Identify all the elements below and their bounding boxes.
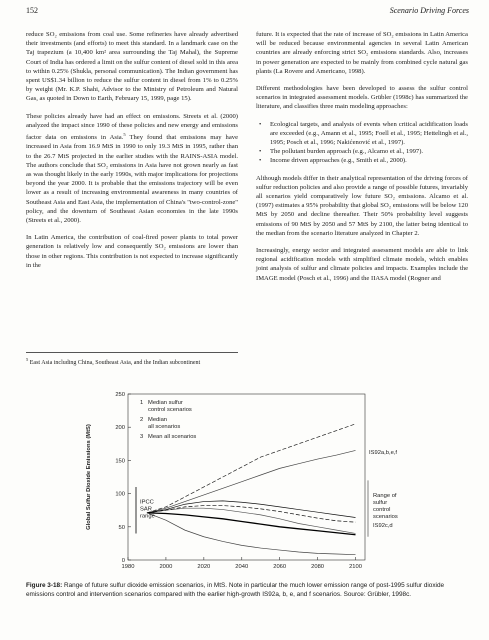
annotation: control	[373, 507, 390, 513]
paragraph: Increasingly, energy sector and integrat…	[256, 247, 468, 282]
footnote-text: East Asia including China, Southeast Asi…	[29, 360, 201, 366]
y-tick-label: 100	[115, 492, 125, 498]
paragraph: reduce SO₂ emissions from coal use. Some…	[26, 31, 238, 103]
series-line	[146, 505, 356, 523]
y-tick-label: 150	[115, 458, 125, 464]
paragraph: Although models differ in their analytic…	[256, 174, 468, 237]
annotation: IS92a,b,e,f	[369, 450, 397, 456]
footnote-marker: 5	[26, 357, 29, 362]
caption-text: Range of future sulfur dioxide emission …	[26, 582, 445, 598]
running-title: Scenario Driving Forces	[389, 6, 469, 15]
page-number: 152	[26, 6, 38, 15]
legend-text: Median	[148, 417, 167, 423]
annotation: SAR	[140, 507, 152, 513]
paragraph: These policies already have had an effec…	[26, 112, 238, 226]
figure-chart: 0 50 100 150 200 250 1980 2000 2020 2040 2060 2080 2…	[86, 392, 398, 570]
annotation: IS92c,d	[373, 523, 393, 529]
y-tick-label: 50	[119, 525, 125, 531]
annotation: scenarios	[373, 514, 398, 520]
plot-frame	[127, 393, 366, 561]
annotation: sulfur	[373, 500, 387, 506]
bullet: Ecological targets, and analysis of even…	[259, 120, 468, 148]
x-tick-label: 1980	[122, 564, 135, 570]
x-tick-label: 2040	[235, 564, 248, 570]
x-tick-label: 2000	[159, 564, 172, 570]
annotation: range	[140, 514, 155, 520]
legend-text: Median sulfur	[148, 400, 183, 406]
legend-text: all scenarios	[148, 424, 180, 430]
paragraph: Different methodologies have been develo…	[256, 85, 468, 111]
x-tick-label: 2100	[349, 564, 362, 570]
bullet-list: Ecological targets, and analysis of even…	[256, 120, 468, 166]
text: These policies already have had an effec…	[26, 112, 238, 142]
paragraph: future. It is expected that the rate of …	[256, 31, 468, 75]
annotation: Range of	[373, 493, 397, 499]
legend-number: 2	[140, 417, 143, 423]
series-line	[146, 507, 356, 534]
legend-text: control scenarios	[148, 407, 192, 413]
right-column: future. It is expected that the rate of …	[256, 30, 468, 291]
series-line	[146, 500, 356, 518]
paragraph: In Latin America, the contribution of co…	[26, 234, 238, 269]
legend-text: Mean all scenarios	[148, 434, 196, 440]
bullet: Income driven approaches (e.g., Smith et…	[259, 156, 468, 165]
footnote-ref: 5	[123, 132, 126, 138]
series-line	[146, 512, 356, 536]
annotation: IPCC	[140, 500, 154, 506]
text: They found that emissions may have incre…	[26, 134, 238, 225]
x-tick-label: 2080	[311, 564, 324, 570]
y-tick-label: 250	[115, 392, 125, 398]
y-tick-label: 0	[122, 558, 125, 564]
legend-number: 3	[140, 434, 143, 440]
footnote: 5 East Asia including China, Southeast A…	[26, 352, 238, 367]
bullet: The pollutant burden approach (e.g., Alc…	[259, 147, 468, 156]
legend-number: 1	[140, 400, 143, 406]
y-axis-label: Global Sulfur Dioxide Emissions (MtS)	[86, 424, 92, 530]
figure-caption: Figure 3-18: Range of future sulfur diox…	[26, 582, 470, 600]
caption-label: Figure 3-18:	[26, 582, 63, 589]
left-column: reduce SO₂ emissions from coal use. Some…	[26, 30, 238, 278]
y-tick-label: 200	[115, 425, 125, 431]
series-line	[146, 512, 356, 556]
series-line	[146, 450, 356, 514]
x-tick-label: 2020	[197, 564, 210, 570]
series-line	[146, 423, 356, 514]
x-tick-label: 2060	[273, 564, 286, 570]
